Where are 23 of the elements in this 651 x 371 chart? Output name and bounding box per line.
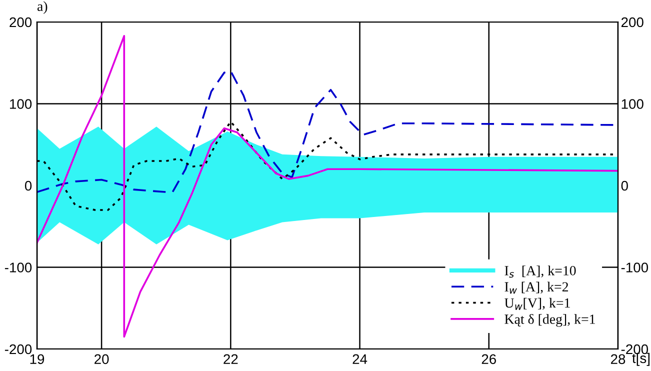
- y-tick-label: 0: [24, 180, 32, 191]
- y-tick-label: 100: [10, 99, 32, 109]
- y-tick-label: -200: [4, 344, 32, 354]
- y-tick-label: -100: [4, 262, 32, 272]
- x-tick-label: 19: [30, 354, 44, 364]
- y2-tick-label: -100: [621, 262, 648, 272]
- chart-title: a): [37, 1, 48, 14]
- x-tick-label: 24: [352, 354, 368, 364]
- x-tick-label: 28: [610, 354, 626, 364]
- x-tick-label: 20: [94, 354, 109, 364]
- y-tick-label: 200: [10, 17, 32, 28]
- x-tick-label: 22: [224, 354, 238, 364]
- y2-tick-label: 200: [621, 17, 644, 28]
- legend-label: I$_{w}$ [A], k=2: [504, 282, 568, 294]
- x-axis-title: t[s]: [632, 352, 650, 366]
- legend-label: Kąt δ [deg], k=1: [504, 314, 595, 327]
- legend-label: I$_{s}$ [A], k=10: [504, 266, 576, 278]
- line-series: [37, 34, 618, 338]
- legend-label: U$_{w}$[V], k=1: [504, 298, 570, 310]
- x-tick-label: 26: [482, 354, 496, 364]
- y2-tick-label: 100: [622, 99, 644, 109]
- y2-tick-label: -200: [621, 344, 648, 354]
- y2-tick-label: 0: [621, 180, 628, 191]
